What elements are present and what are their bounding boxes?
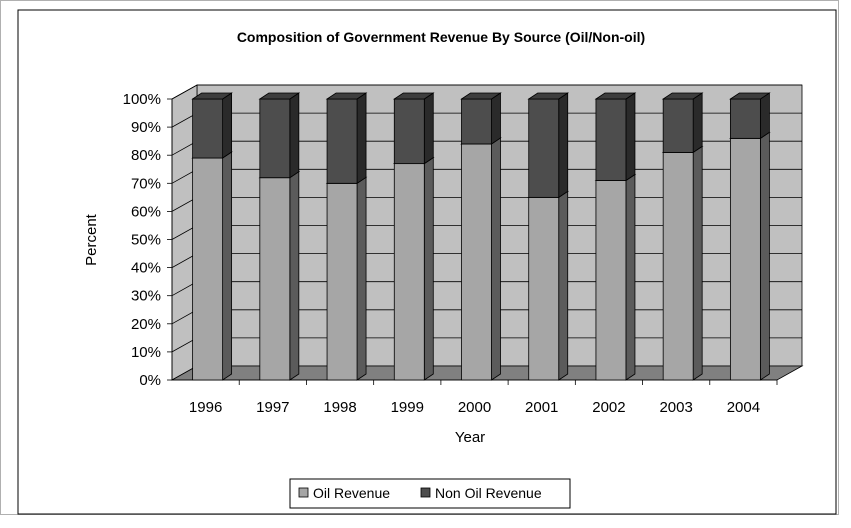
bar-non-oil-revenue-1998 <box>325 92 368 185</box>
y-tick-label: 30% <box>131 288 161 305</box>
bar-top <box>392 92 435 100</box>
bar-top <box>594 92 637 100</box>
bar-non-oil-revenue-1999 <box>392 92 435 165</box>
legend-swatch-non-oil-revenue <box>420 487 431 498</box>
y-tick-label: 100% <box>123 91 161 108</box>
bar-side <box>356 176 367 381</box>
y-tick-label: 0% <box>139 372 161 389</box>
bar-oil-revenue-2002 <box>594 173 637 381</box>
bar-front <box>461 98 492 145</box>
bar-front <box>393 98 425 165</box>
bar-side <box>289 170 300 381</box>
legend-swatch-oil-revenue <box>298 487 309 498</box>
bar-top <box>661 92 704 100</box>
legend-label-non-oil-revenue: Non Oil Revenue <box>435 485 542 501</box>
bar-side <box>289 92 300 179</box>
y-tick-label: 10% <box>131 344 161 361</box>
bar-front <box>595 98 627 181</box>
bar-oil-revenue-2000 <box>460 137 502 381</box>
legend: Oil Revenue Non Oil Revenue <box>289 478 571 509</box>
bar-front <box>595 180 627 381</box>
bar-front <box>662 98 694 153</box>
bar-front <box>326 182 358 381</box>
bar-side <box>692 92 703 154</box>
bar-front <box>259 177 291 381</box>
bar-side <box>759 131 770 381</box>
x-tick-label: 1997 <box>256 399 289 416</box>
bar-side <box>491 137 501 381</box>
bar-non-oil-revenue-1997 <box>258 92 301 179</box>
x-tick-label: 2001 <box>525 399 558 416</box>
bar-oil-revenue-2003 <box>661 145 704 381</box>
y-tick-label: 40% <box>131 260 161 277</box>
bar-non-oil-revenue-2002 <box>594 92 637 182</box>
x-tick-label: 1996 <box>189 399 222 416</box>
x-tick-label: 1999 <box>391 399 424 416</box>
x-tick-labels: 1996 1997 1998 1999 2000 2001 2002 2003 2004 <box>189 399 760 416</box>
bar-side <box>625 173 636 381</box>
x-tick-label: 2002 <box>592 399 625 416</box>
bar-side <box>558 190 569 381</box>
y-tick-label: 20% <box>131 316 161 333</box>
bar-non-oil-revenue-2004 <box>729 92 771 140</box>
bar-oil-revenue-1998 <box>325 176 368 381</box>
bar-non-oil-revenue-2001 <box>527 92 570 199</box>
bar-front <box>528 196 560 381</box>
bar-oil-revenue-2001 <box>527 190 570 381</box>
bar-front <box>192 98 224 159</box>
y-axis-label: Percent <box>83 213 100 266</box>
bar-side <box>222 151 233 381</box>
x-tick-label: 1998 <box>323 399 356 416</box>
bar-oil-revenue-2004 <box>729 131 771 381</box>
bar-front <box>528 98 560 198</box>
chart-area-border <box>17 9 837 515</box>
bar-front <box>259 98 291 179</box>
bar-oil-revenue-1996 <box>191 151 233 381</box>
y-tick-label: 60% <box>131 203 161 220</box>
bar-oil-revenue-1999 <box>392 156 435 381</box>
bar-front <box>192 157 224 381</box>
bar-side <box>423 156 434 381</box>
bar-top <box>325 92 368 100</box>
bar-side <box>558 92 569 199</box>
bar-side <box>625 92 636 182</box>
bar-non-oil-revenue-2003 <box>661 92 704 154</box>
bar-top <box>527 92 570 100</box>
y-tick-label: 70% <box>131 175 161 192</box>
y-tick-label: 90% <box>131 119 161 136</box>
y-tick-label: 50% <box>131 232 161 249</box>
bar-top <box>258 92 301 100</box>
bar-side <box>759 92 770 140</box>
bar-front <box>461 143 492 381</box>
chart-title: Composition of Government Revenue By Sou… <box>237 29 645 45</box>
bar-non-oil-revenue-2000 <box>460 92 502 145</box>
bar-front <box>393 163 425 381</box>
bar-front <box>729 98 761 139</box>
bar-front <box>729 137 761 381</box>
bar-side <box>356 92 367 185</box>
bar-front <box>662 151 694 381</box>
bar-side <box>692 145 703 381</box>
x-tick-label: 2000 <box>458 399 491 416</box>
bar-front <box>326 98 358 184</box>
bar-top <box>191 92 233 100</box>
bars <box>191 92 771 381</box>
x-axis-label: Year <box>455 429 485 446</box>
y-tick-labels: 0% 10% 20% 30% 40% 50% 60% 70% 80% 90% 100% <box>123 91 161 389</box>
bar-non-oil-revenue-1996 <box>191 92 233 159</box>
x-tick-label: 2003 <box>659 399 692 416</box>
bar-top <box>460 92 502 100</box>
bar-side <box>222 92 233 159</box>
bar-top <box>729 92 771 100</box>
bar-side <box>423 92 434 165</box>
gridline <box>171 84 802 100</box>
legend-label-oil-revenue: Oil Revenue <box>313 485 390 501</box>
bar-side <box>491 92 501 145</box>
y-tick-label: 80% <box>131 147 161 164</box>
x-tick-label: 2004 <box>727 399 760 416</box>
bar-oil-revenue-1997 <box>258 170 301 381</box>
